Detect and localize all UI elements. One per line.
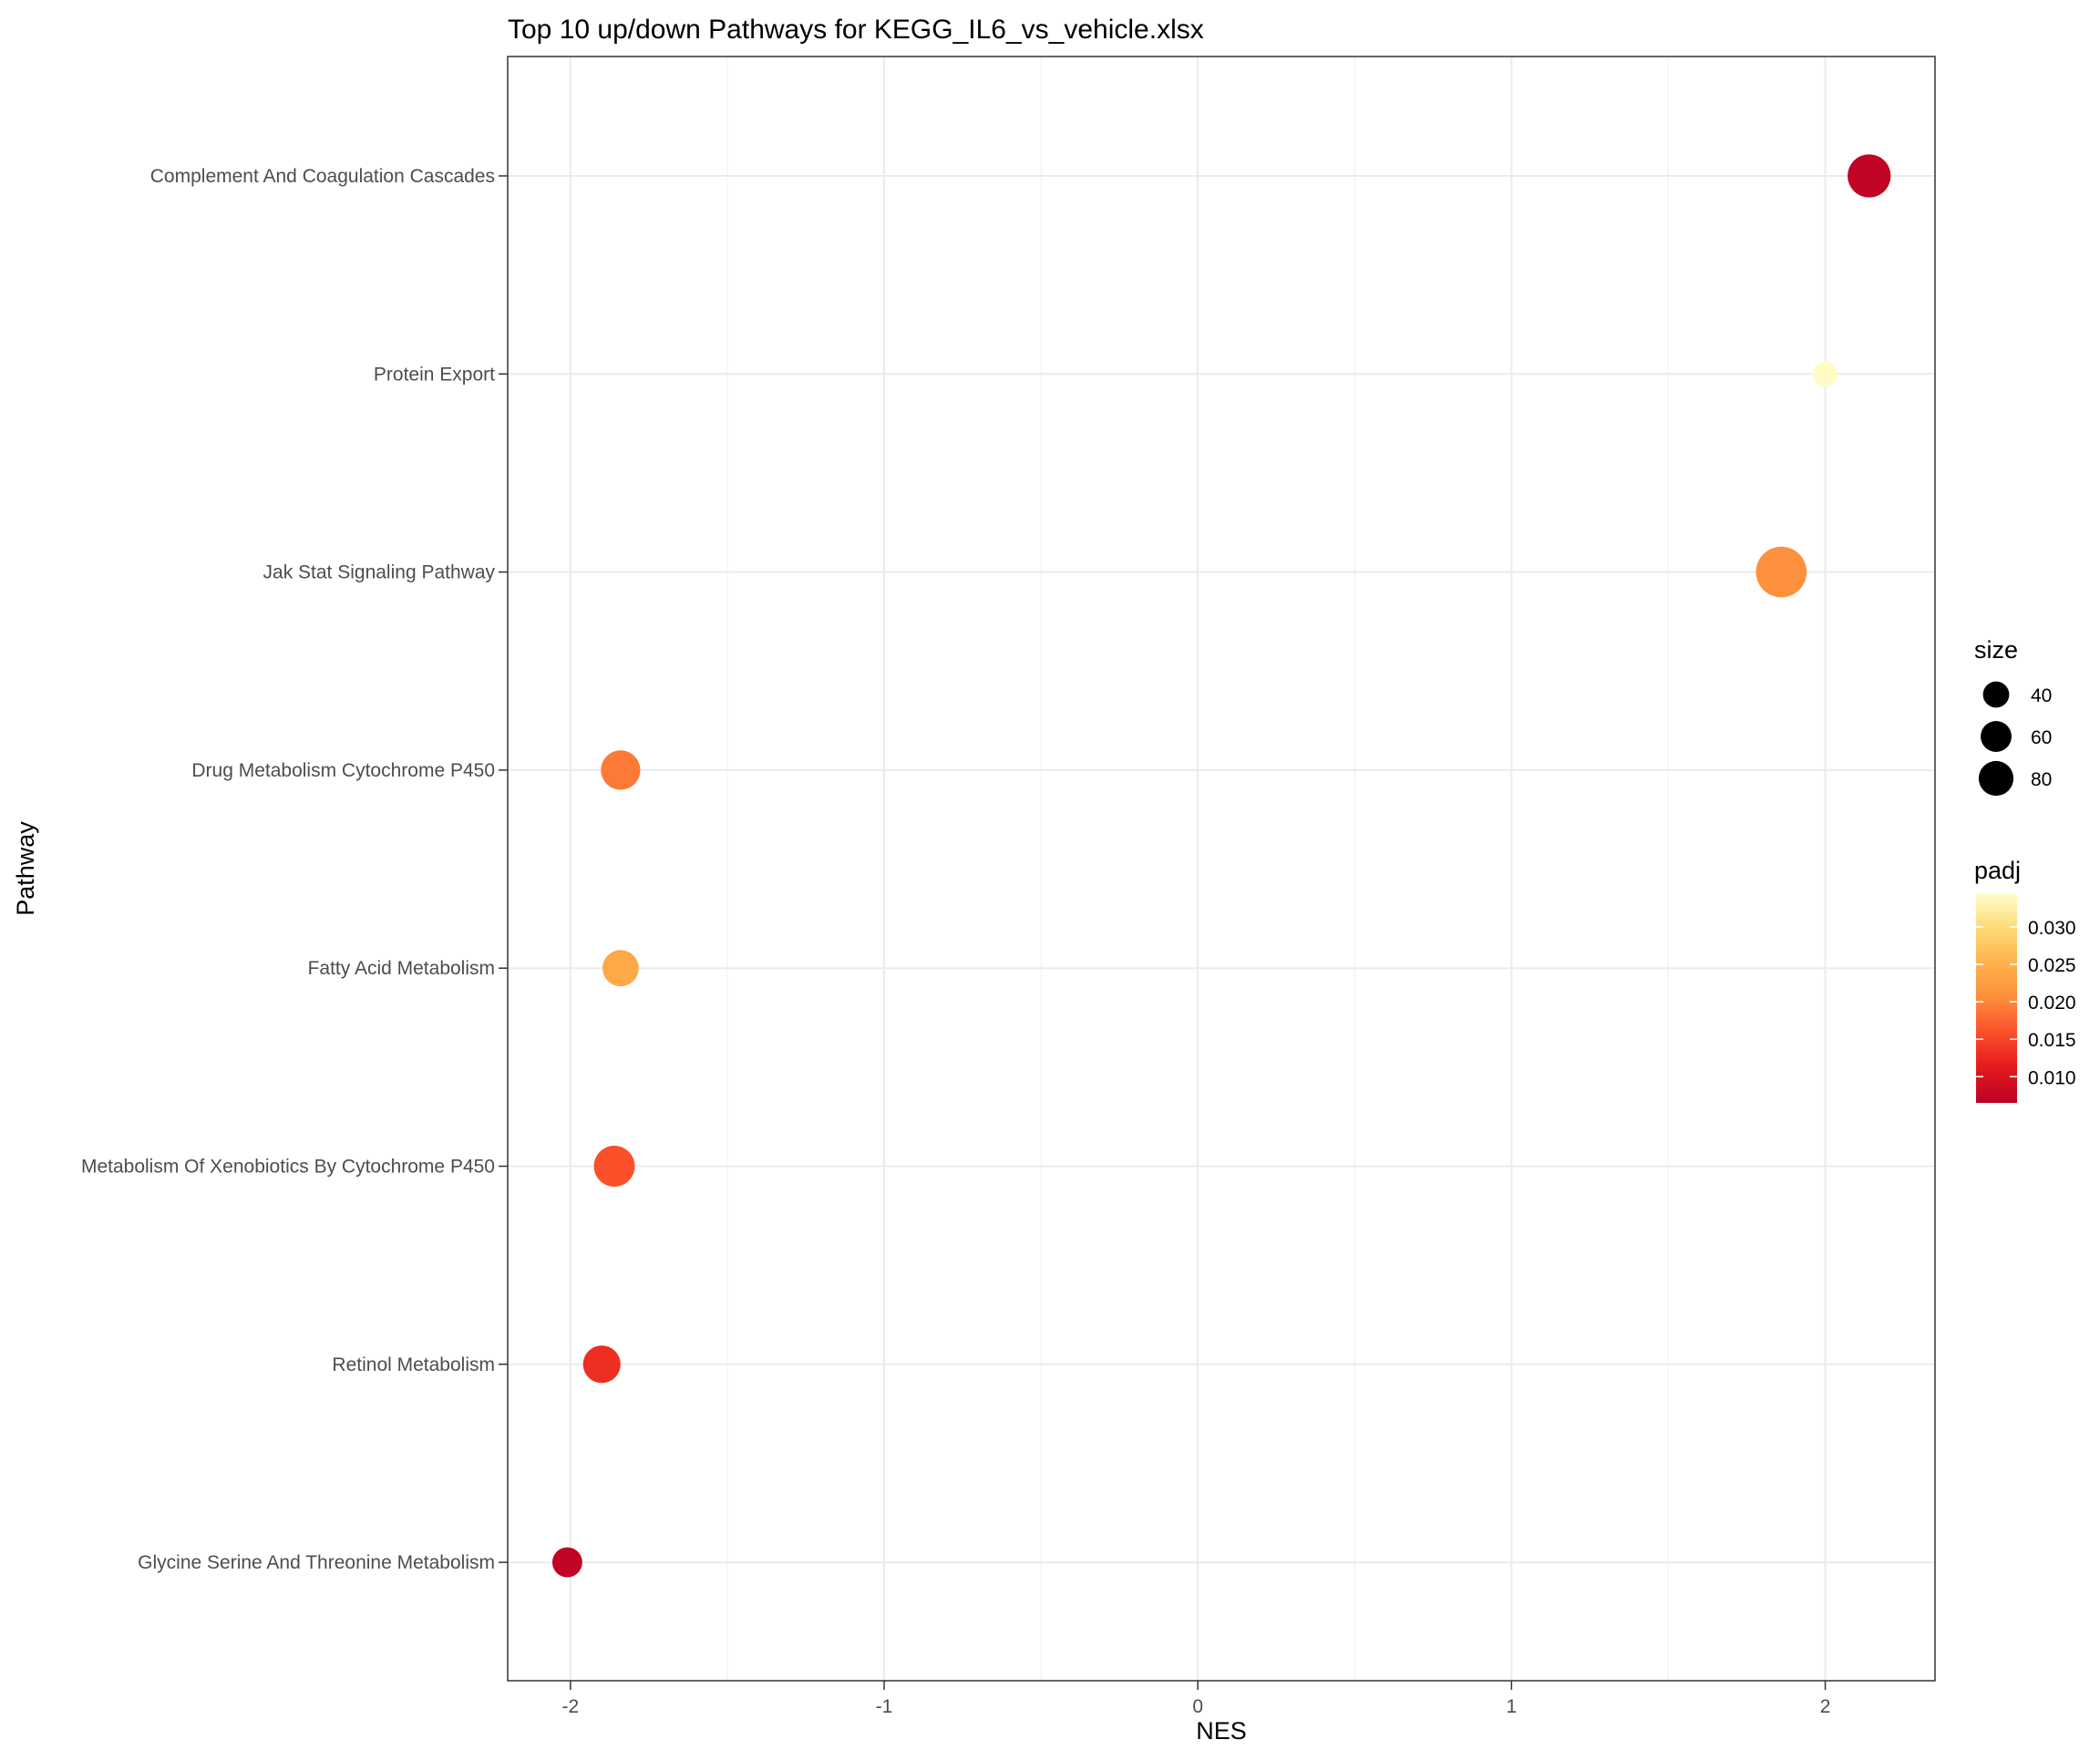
legend-size-title: size bbox=[1974, 636, 2018, 664]
colorbar-tick-label: 0.030 bbox=[2028, 918, 2076, 939]
size-key-label: 60 bbox=[2031, 727, 2052, 748]
size-key-dot bbox=[1978, 760, 2014, 797]
size-key-label: 40 bbox=[2031, 685, 2052, 706]
size-key-dot bbox=[1981, 721, 2012, 752]
x-tick-label: 1 bbox=[1507, 1696, 1518, 1717]
chart-title: Top 10 up/down Pathways for KEGG_IL6_vs_… bbox=[508, 15, 1204, 45]
x-tick-label: -2 bbox=[561, 1696, 579, 1717]
plot-background bbox=[508, 57, 1935, 1681]
size-key-label: 80 bbox=[2031, 769, 2052, 790]
plot-panel bbox=[507, 56, 1936, 1682]
point-drug-metabolism-cytochrome-p450 bbox=[601, 750, 641, 790]
x-axis-title: NES bbox=[1196, 1717, 1247, 1745]
x-tick-label: 0 bbox=[1192, 1696, 1203, 1717]
colorbar-tick-label: 0.020 bbox=[2028, 993, 2076, 1014]
point-retinol-metabolism bbox=[582, 1345, 621, 1384]
y-tick-label-glycine-serine-and-threonine-metabolism: Glycine Serine And Threonine Metabolism bbox=[138, 1552, 495, 1573]
colorbar-tick-label: 0.010 bbox=[2028, 1067, 2076, 1088]
x-axis: -2 -1 0 1 2 bbox=[561, 1681, 1830, 1717]
point-metabolism-of-xenobiotics-by-cytochrome-p450 bbox=[593, 1146, 635, 1187]
x-tick-label: 2 bbox=[1820, 1696, 1831, 1717]
plot-border bbox=[507, 56, 1936, 1682]
y-tick-label-jak-stat-signaling-pathway: Jak Stat Signaling Pathway bbox=[263, 562, 496, 583]
y-tick-label-protein-export: Protein Export bbox=[374, 364, 495, 385]
point-glycine-serine-and-threonine-metabolism bbox=[551, 1547, 582, 1578]
data-points bbox=[551, 154, 1891, 1578]
legend-padj-title: padj bbox=[1974, 857, 2021, 884]
x-tick-label: -1 bbox=[876, 1696, 893, 1717]
colorbar-tick-label: 0.015 bbox=[2028, 1030, 2076, 1051]
y-tick-label-retinol-metabolism: Retinol Metabolism bbox=[332, 1354, 495, 1375]
colorbar-tick-label: 0.025 bbox=[2028, 955, 2076, 976]
y-tick-label-drug-metabolism-cytochrome-p450: Drug Metabolism Cytochrome P450 bbox=[191, 760, 495, 781]
padj-colorbar bbox=[1976, 893, 2017, 1103]
y-tick-label-complement-and-coagulation-cascades: Complement And Coagulation Cascades bbox=[150, 166, 495, 187]
point-fatty-acid-metabolism bbox=[602, 950, 639, 987]
size-key-dot bbox=[1982, 681, 2010, 708]
y-axis-title: Pathway bbox=[12, 821, 39, 916]
point-complement-and-coagulation-cascades bbox=[1848, 154, 1891, 198]
y-tick-label-metabolism-of-xenobiotics-by-cytochrome-p450: Metabolism Of Xenobiotics By Cytochrome … bbox=[81, 1157, 495, 1178]
y-axis: Complement And Coagulation Cascades Prote… bbox=[81, 166, 508, 1573]
grid-lines bbox=[508, 57, 1935, 1681]
padj-colorbar-ticks: 0.030 0.025 0.020 0.015 0.010 bbox=[1976, 918, 2076, 1088]
size-legend-keys: 40 60 80 bbox=[1978, 681, 2052, 797]
point-jak-stat-signaling-pathway bbox=[1755, 546, 1807, 598]
point-protein-export bbox=[1813, 361, 1838, 386]
y-tick-label-fatty-acid-metabolism: Fatty Acid Metabolism bbox=[308, 958, 495, 979]
